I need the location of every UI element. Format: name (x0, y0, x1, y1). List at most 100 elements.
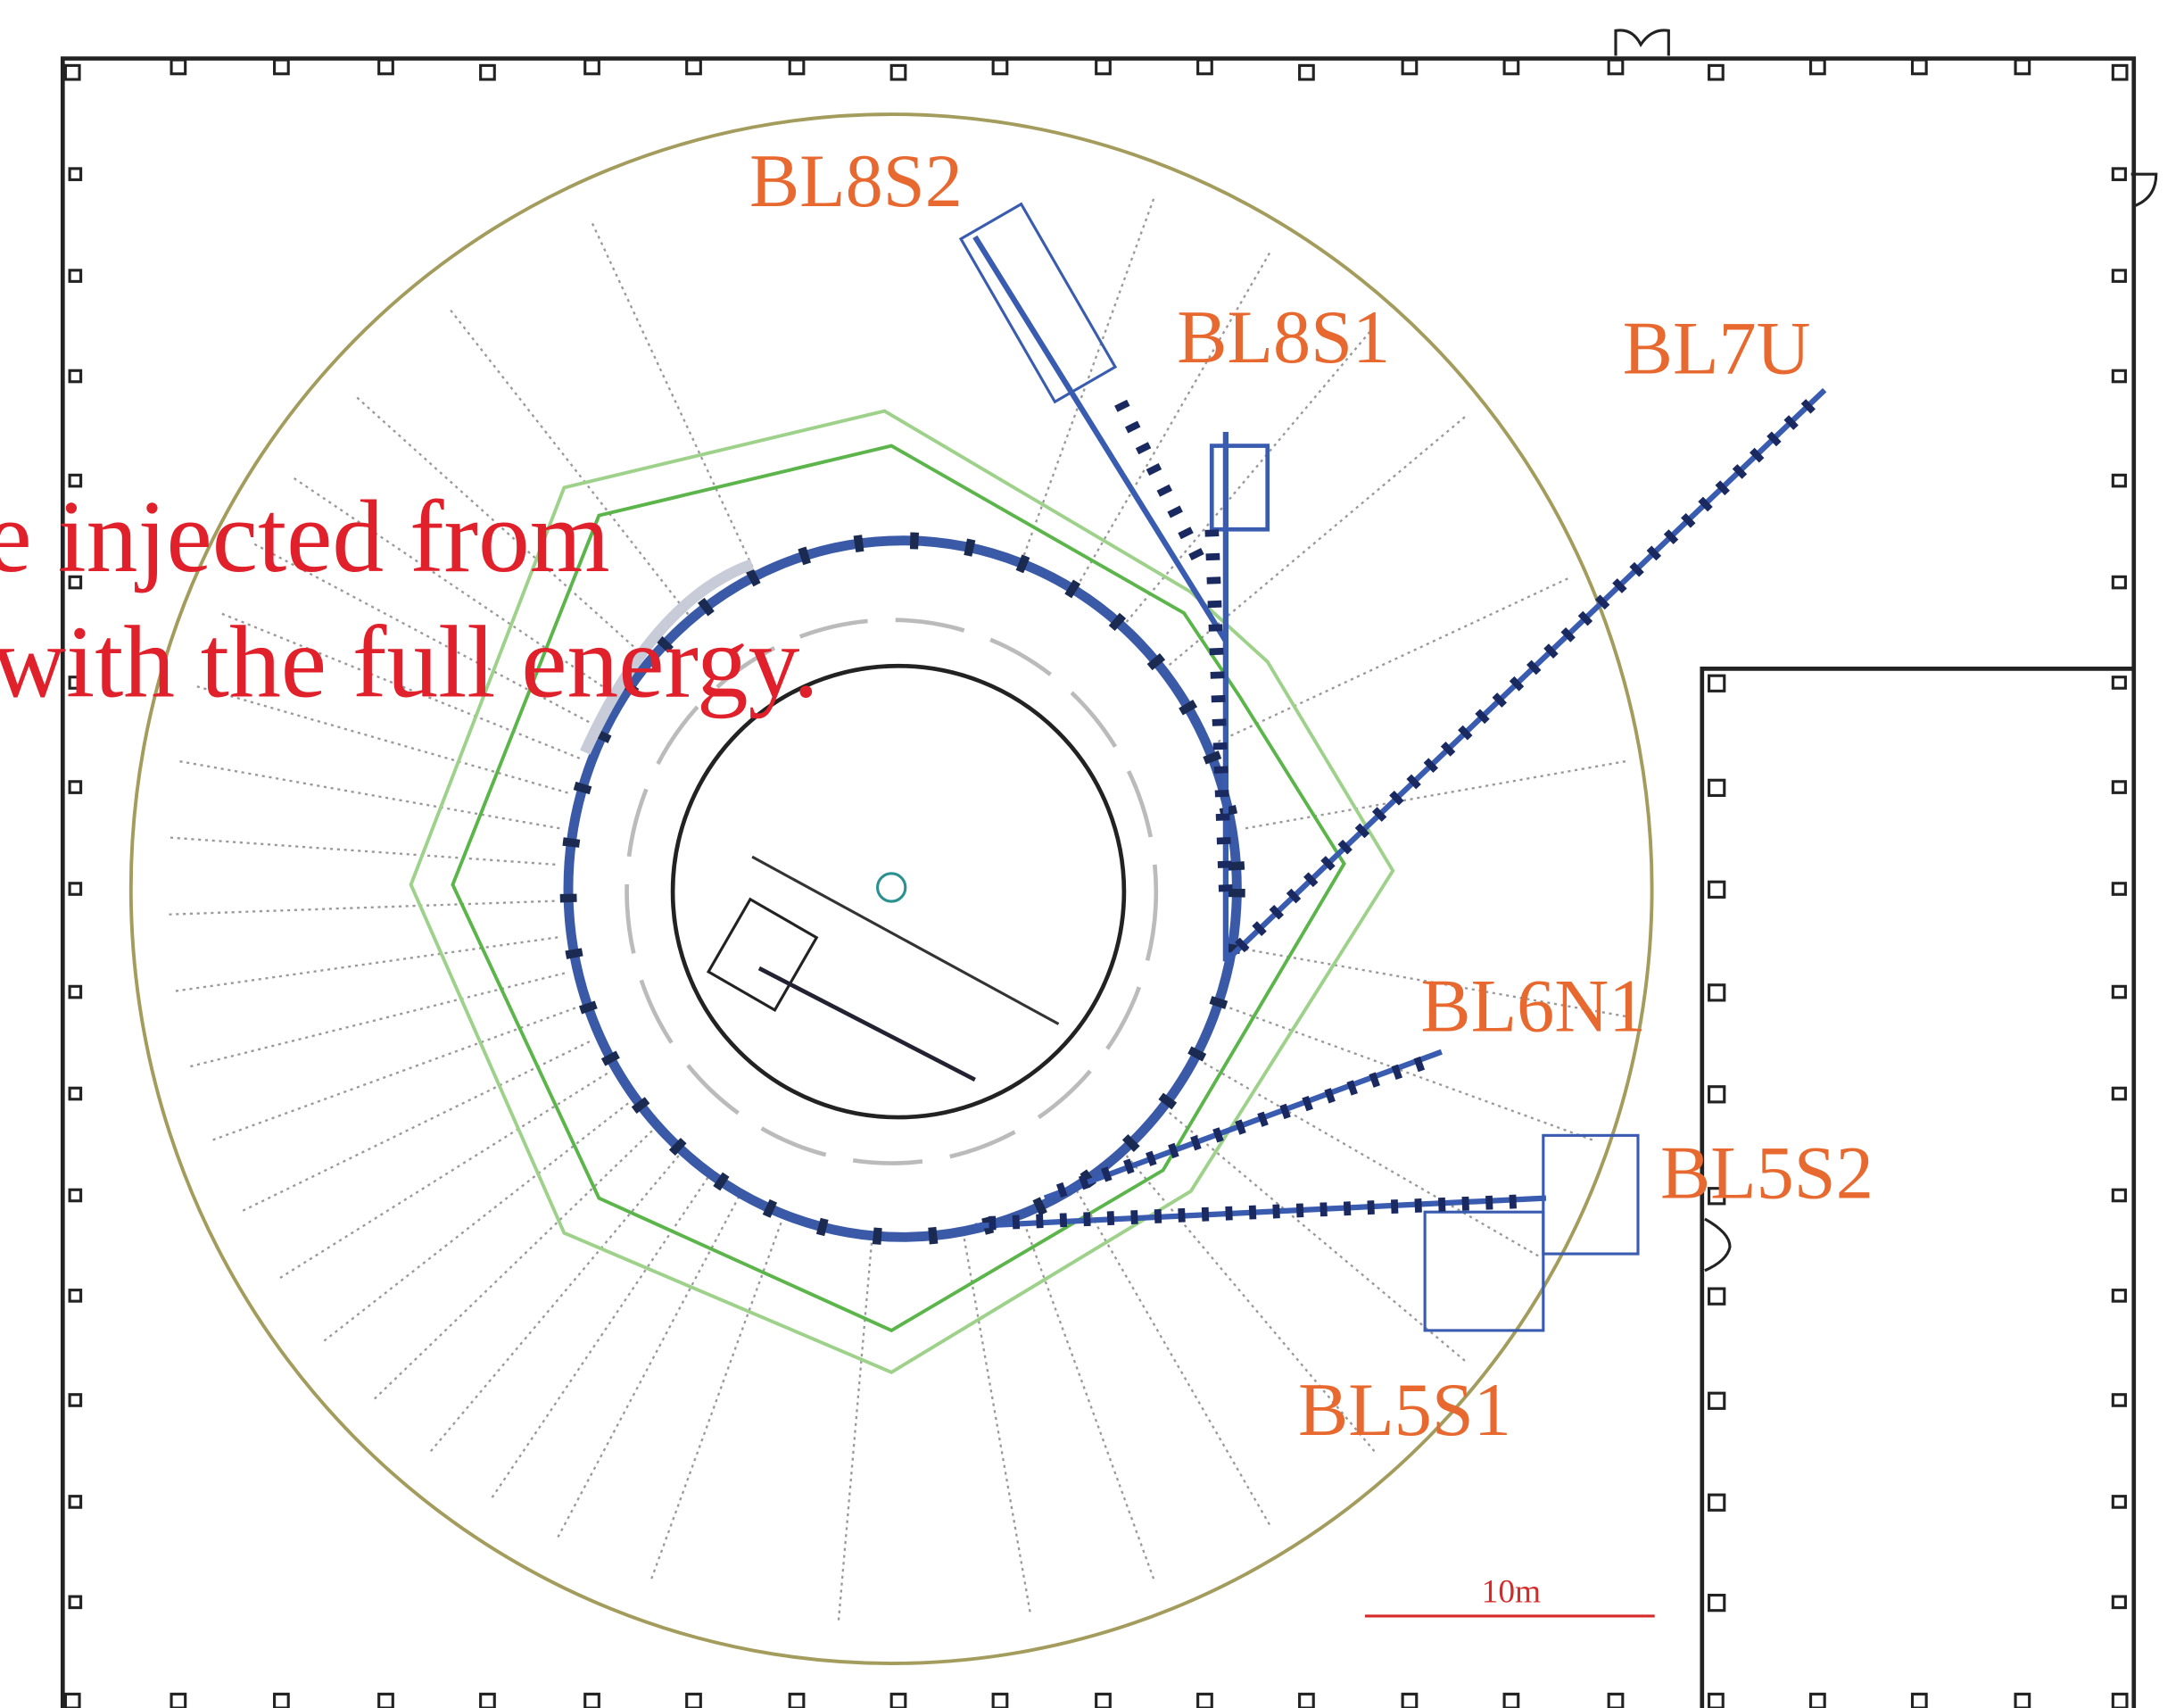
column (481, 1694, 495, 1708)
column (2113, 576, 2125, 587)
caption-line: with the full energy. (0, 605, 819, 719)
scale-label: 10m (1482, 1573, 1542, 1610)
ray (1218, 576, 1571, 742)
column (1198, 1694, 1212, 1708)
column (1709, 676, 1725, 691)
beamline-7u (1226, 390, 1824, 961)
column (1198, 60, 1212, 74)
column (2113, 782, 2125, 792)
column (70, 169, 80, 179)
floor-plan: BL8S2 BL8S1 BL7U BL6N1 BL5S2 BL5S1 e inj… (0, 0, 2184, 1708)
column (2113, 475, 2125, 485)
hutch (961, 204, 1115, 402)
ray (186, 973, 565, 1067)
column (1609, 1694, 1623, 1708)
building-wall (62, 59, 2133, 1708)
column (1096, 1694, 1111, 1708)
column (585, 60, 600, 74)
ray (1022, 1216, 1155, 1583)
column (1300, 65, 1314, 79)
column (1402, 1694, 1417, 1708)
caption-line: e injected from (0, 479, 610, 593)
column (1709, 1694, 1724, 1708)
column (687, 60, 701, 74)
page: BL8S2 BL8S1 BL7U BL6N1 BL5S2 BL5S1 e inj… (0, 0, 2184, 1708)
column (1709, 985, 1725, 1000)
column (1609, 60, 1623, 74)
column (379, 60, 393, 74)
column (70, 1190, 80, 1200)
column (2113, 883, 2125, 894)
ray (963, 1231, 1030, 1615)
column (993, 1694, 1007, 1708)
ray (1245, 760, 1629, 828)
column (1709, 882, 1725, 897)
column (171, 1694, 186, 1708)
ray (166, 837, 555, 864)
column (70, 1088, 80, 1099)
ray (165, 901, 555, 915)
column (275, 60, 289, 74)
column (2113, 169, 2125, 179)
column (2015, 1694, 2030, 1708)
column (1096, 60, 1111, 74)
column (171, 60, 186, 74)
beamline-label: BL5S2 (1660, 1132, 1874, 1215)
column (1709, 1596, 1725, 1611)
column (1300, 1694, 1314, 1708)
column (70, 883, 80, 894)
column (1402, 60, 1417, 74)
column (1709, 65, 1724, 79)
ray (839, 1236, 873, 1624)
ray (428, 1156, 679, 1455)
column (379, 1694, 393, 1708)
column (790, 1694, 804, 1708)
column (2113, 65, 2127, 79)
ray (277, 1074, 608, 1281)
beamline-components (989, 390, 1810, 1223)
column (2113, 1290, 2125, 1301)
column (65, 1694, 79, 1708)
column (1913, 60, 1927, 74)
column (275, 1694, 289, 1708)
column (2113, 370, 2125, 381)
column (481, 65, 495, 79)
column (70, 1290, 80, 1301)
beamline-label: BL7U (1623, 307, 1811, 390)
beamline-label: BL5S1 (1298, 1369, 1511, 1452)
column (1811, 1694, 1825, 1708)
column (2113, 1497, 2125, 1507)
layout (62, 30, 2155, 1708)
column (1709, 1393, 1725, 1408)
column (891, 1694, 906, 1708)
column (1913, 1694, 1927, 1708)
linac-room (708, 900, 816, 1010)
booster-ring (673, 666, 1124, 1117)
column (2113, 1596, 2125, 1607)
ray (1170, 1113, 1468, 1364)
column (70, 1395, 80, 1405)
beamline-label: BL8S1 (1177, 296, 1390, 379)
column (2113, 1694, 2127, 1708)
column (2113, 1395, 2125, 1405)
column (790, 60, 804, 74)
column (993, 60, 1007, 74)
column (1709, 1087, 1725, 1102)
column (2113, 1088, 2125, 1099)
column (1709, 780, 1725, 795)
column (70, 270, 80, 281)
transport-line (759, 968, 975, 1080)
column (891, 65, 906, 79)
beamline-label: BL8S2 (749, 140, 963, 223)
door (1705, 1219, 1730, 1271)
column (585, 1694, 600, 1708)
ray (490, 1178, 707, 1501)
column (687, 1694, 701, 1708)
column (1504, 60, 1518, 74)
column (1811, 60, 1825, 74)
column (70, 1596, 80, 1607)
column (1709, 1289, 1725, 1304)
center-mark (878, 874, 906, 901)
column (1709, 1495, 1725, 1510)
hutch (1425, 1212, 1543, 1331)
